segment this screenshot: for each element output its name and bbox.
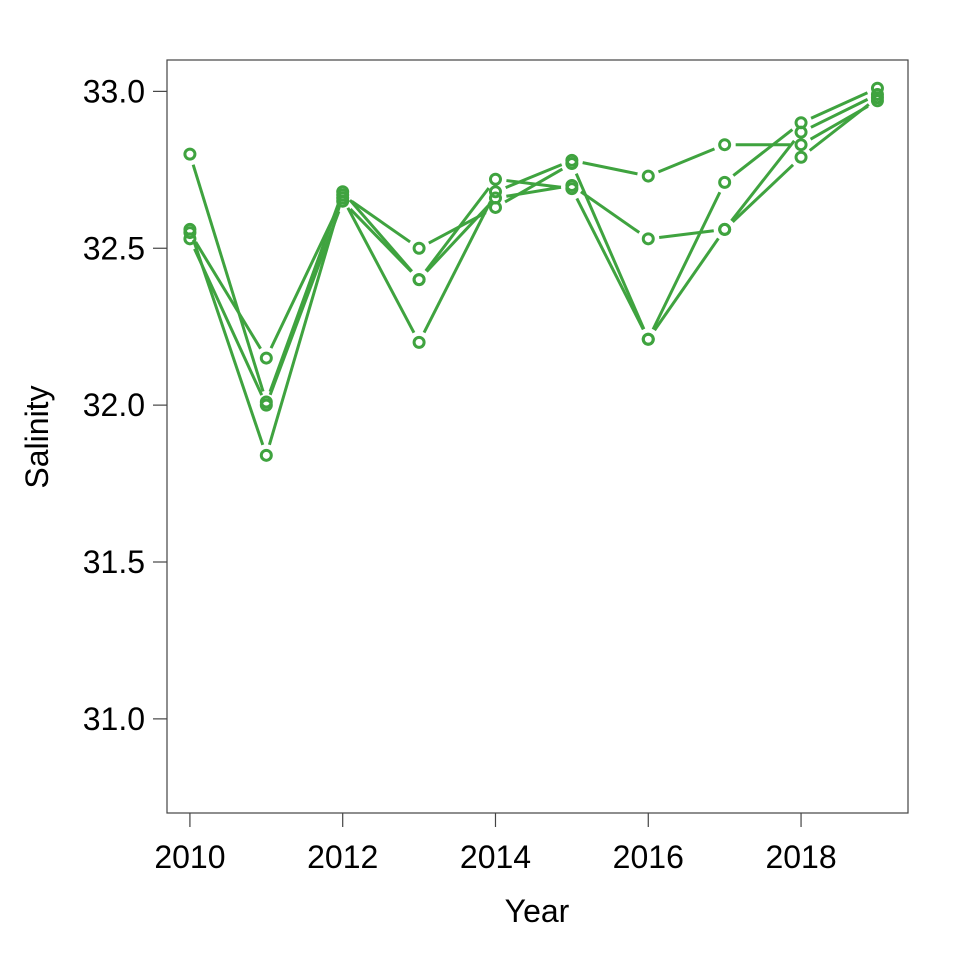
data-point <box>641 169 655 183</box>
data-point <box>718 222 732 236</box>
plot-frame <box>166 59 909 814</box>
data-point <box>870 94 884 108</box>
data-point <box>412 335 426 349</box>
x-tick-label: 2012 <box>307 839 378 875</box>
series-line-segment <box>504 167 564 204</box>
series-line-segment <box>657 147 716 174</box>
series-line-segment <box>267 205 342 446</box>
series-layer <box>183 81 884 462</box>
series-line-segment <box>731 163 795 223</box>
y-axis-title: Salinity <box>19 385 55 488</box>
data-point <box>641 332 655 346</box>
series-line-segment <box>810 98 869 129</box>
series-line-segment <box>422 200 492 334</box>
series-1 <box>183 81 884 409</box>
series-line-segment <box>651 191 722 331</box>
data-point <box>488 172 502 186</box>
series-line-segment <box>191 164 265 392</box>
series-line-segment <box>574 173 646 330</box>
y-tick-label: 33.0 <box>83 73 145 109</box>
series-line-segment <box>809 104 869 141</box>
series-line-segment <box>810 91 869 120</box>
data-point <box>794 150 808 164</box>
data-point <box>718 138 732 152</box>
series-line-segment <box>580 190 641 234</box>
data-point <box>259 351 273 365</box>
x-tick-label: 2014 <box>460 839 531 875</box>
y-tick-label: 31.5 <box>83 544 145 580</box>
series-line-segment <box>193 248 264 396</box>
data-point <box>488 185 502 199</box>
y-tick-label: 31.0 <box>83 701 145 737</box>
data-point <box>336 191 350 205</box>
data-point <box>259 398 273 412</box>
series-line-segment <box>194 241 262 350</box>
series-line-segment <box>268 201 341 393</box>
series-line-segment <box>425 205 490 273</box>
data-point <box>718 175 732 189</box>
data-point <box>641 232 655 246</box>
data-point <box>412 273 426 287</box>
y-tick-label: 32.0 <box>83 387 145 423</box>
x-tick-label: 2018 <box>765 839 836 875</box>
y-tick-label: 32.5 <box>83 230 145 266</box>
series-line-segment <box>269 207 340 349</box>
series-line-segment <box>349 208 413 273</box>
data-point <box>183 232 197 246</box>
data-point <box>412 241 426 255</box>
data-point <box>183 226 197 240</box>
data-point <box>794 138 808 152</box>
x-axis: 2010 2012 2014 2016 2018 <box>154 813 837 875</box>
x-tick-label: 2010 <box>154 839 225 875</box>
series-line-segment <box>659 229 714 239</box>
data-point <box>565 153 579 167</box>
series-line-segment <box>350 199 411 244</box>
series-line-segment <box>268 210 341 396</box>
y-axis: 31.0 31.5 32.0 32.5 33.0 <box>83 73 167 737</box>
series-line-segment <box>575 197 645 331</box>
plot-border <box>166 59 909 814</box>
x-axis-title: Year <box>505 893 570 929</box>
series-line-segment <box>730 139 796 222</box>
data-point <box>794 125 808 139</box>
data-point <box>488 191 502 205</box>
x-tick-label: 2016 <box>613 839 684 875</box>
data-point <box>183 147 197 161</box>
series-line-segment <box>653 237 720 332</box>
series-line-segment <box>348 199 414 273</box>
data-point <box>565 179 579 192</box>
series-line-segment <box>346 207 416 334</box>
series-line-segment <box>506 185 562 198</box>
data-point <box>259 448 273 462</box>
series-line-segment <box>732 128 794 177</box>
series-4 <box>183 94 884 365</box>
series-line-segment <box>505 163 563 189</box>
series-line-segment <box>582 161 638 176</box>
